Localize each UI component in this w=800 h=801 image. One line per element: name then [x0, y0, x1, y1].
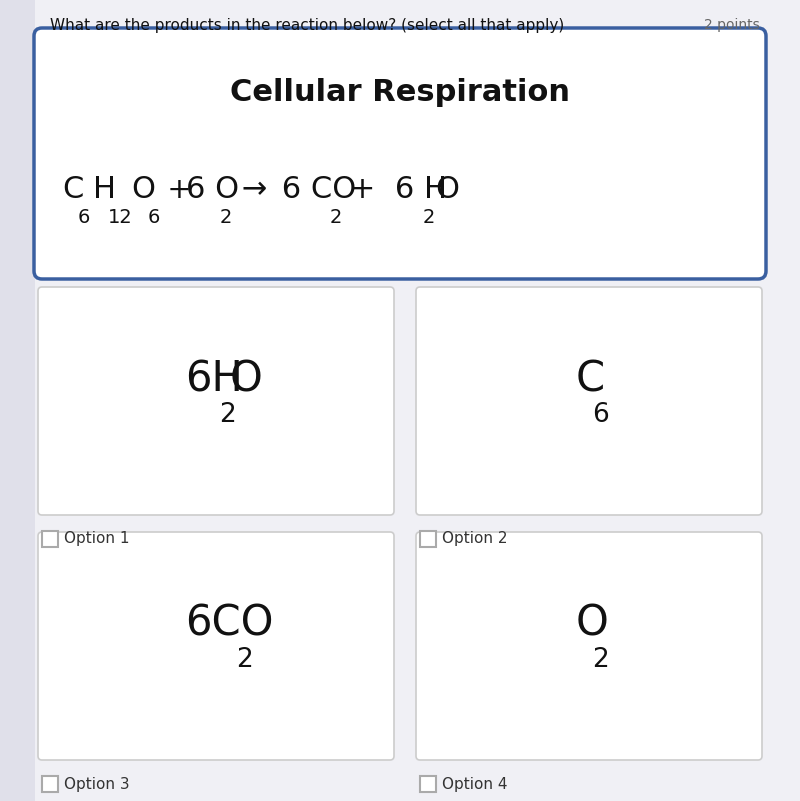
Bar — [42, 776, 58, 792]
Text: 2 points: 2 points — [704, 18, 760, 32]
Text: Cellular Respiration: Cellular Respiration — [230, 78, 570, 107]
Text: O: O — [575, 603, 608, 645]
Text: 12: 12 — [108, 208, 133, 227]
Bar — [42, 531, 58, 547]
Text: C: C — [62, 175, 83, 204]
Text: 6 O: 6 O — [186, 175, 239, 204]
Text: 6: 6 — [78, 208, 90, 227]
Text: 6H: 6H — [186, 358, 243, 400]
Text: +: + — [158, 176, 201, 204]
FancyBboxPatch shape — [38, 287, 394, 515]
Text: What are the products in the reaction below? (select all that apply): What are the products in the reaction be… — [50, 18, 564, 33]
Text: 2: 2 — [423, 208, 435, 227]
Text: Option 3: Option 3 — [64, 776, 130, 791]
Text: C: C — [575, 358, 604, 400]
FancyBboxPatch shape — [416, 532, 762, 760]
Text: Option 4: Option 4 — [442, 776, 507, 791]
FancyBboxPatch shape — [34, 28, 766, 279]
Bar — [420, 531, 436, 547]
FancyBboxPatch shape — [38, 532, 394, 760]
Text: 6: 6 — [592, 402, 609, 428]
Text: →: → — [232, 175, 277, 204]
Text: 2: 2 — [236, 647, 253, 673]
Text: +  6 H: + 6 H — [340, 175, 447, 204]
Text: Option 2: Option 2 — [442, 532, 507, 546]
Text: O: O — [230, 358, 262, 400]
Text: 2: 2 — [219, 402, 236, 428]
Text: 6 CO: 6 CO — [272, 175, 356, 204]
Text: O: O — [131, 175, 155, 204]
Text: H: H — [93, 175, 116, 204]
Text: 2: 2 — [592, 647, 609, 673]
Text: 2: 2 — [330, 208, 342, 227]
Text: Option 1: Option 1 — [64, 532, 130, 546]
FancyBboxPatch shape — [416, 287, 762, 515]
Text: 6: 6 — [148, 208, 160, 227]
Text: 2: 2 — [220, 208, 232, 227]
FancyBboxPatch shape — [0, 0, 35, 801]
Bar — [420, 776, 436, 792]
Text: O: O — [435, 175, 459, 204]
Text: 6CO: 6CO — [186, 603, 274, 645]
